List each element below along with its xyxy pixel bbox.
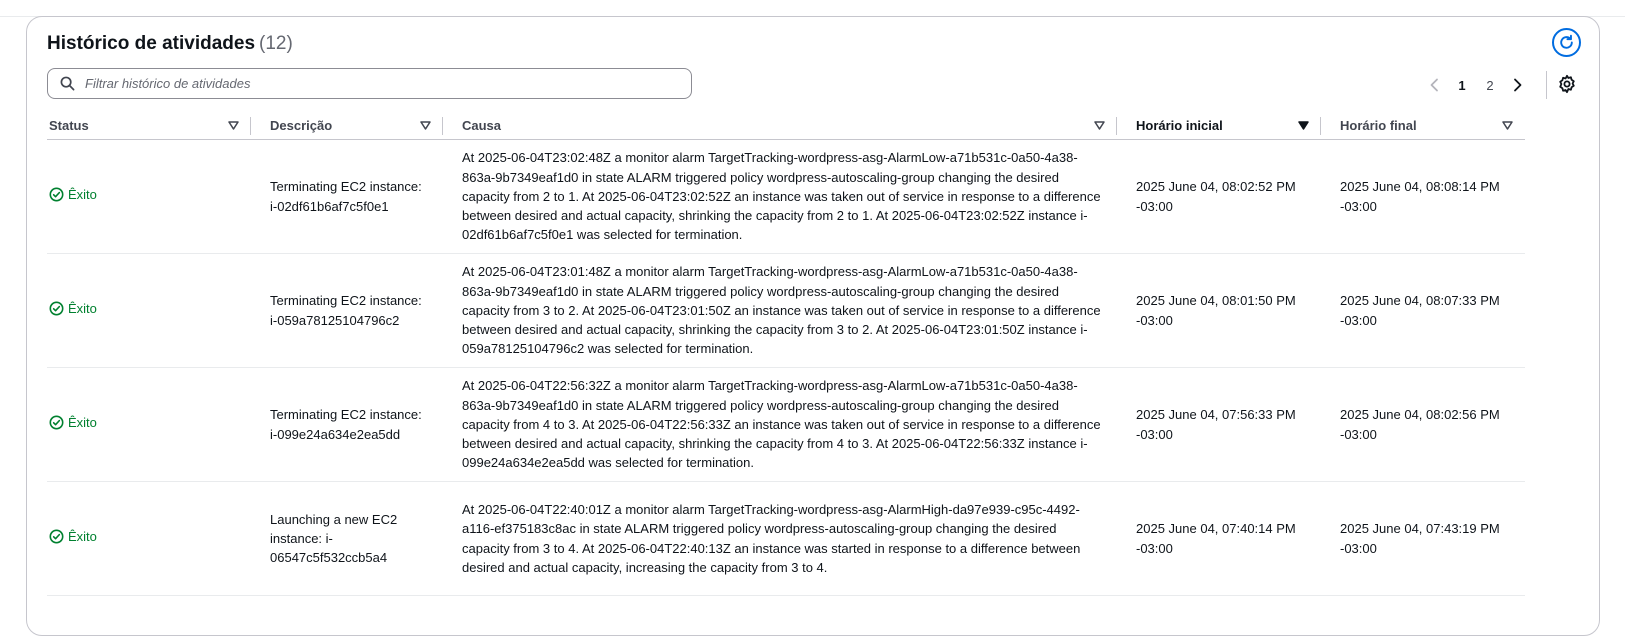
description-cell: Terminating EC2 instance: i-099e24a634e2…	[251, 367, 443, 482]
table-settings-button[interactable]	[1557, 74, 1577, 94]
status-badge: Êxito	[49, 299, 97, 318]
search-field[interactable]	[47, 68, 692, 99]
table-row: Êxito Terminating EC2 instance: i-099e24…	[47, 367, 1525, 482]
column-header-cause-label: Causa	[462, 117, 502, 133]
start-time-cell: 2025 June 04, 08:02:52 PM -03:00	[1117, 139, 1321, 254]
gear-icon	[1559, 74, 1575, 94]
status-badge: Êxito	[49, 413, 97, 432]
refresh-button[interactable]	[1552, 28, 1581, 57]
table-row: Êxito Launching a new EC2 instance: i-06…	[47, 481, 1525, 596]
table-row: Êxito Terminating EC2 instance: i-059a78…	[47, 253, 1525, 368]
check-circle-icon	[49, 301, 64, 316]
end-time-cell: 2025 June 04, 08:02:56 PM -03:00	[1321, 367, 1525, 482]
sort-descending-icon[interactable]	[1298, 120, 1309, 130]
activity-table: Status Descrição Causa Horário inicial	[47, 111, 1525, 596]
pagination-divider	[1546, 71, 1547, 99]
status-cell: Êxito	[47, 139, 251, 254]
activity-history-panel: Histórico de atividades(12) 1 2	[26, 16, 1600, 636]
panel-title-text: Histórico de atividades	[47, 33, 256, 54]
start-time-cell: 2025 June 04, 07:56:33 PM -03:00	[1117, 367, 1321, 482]
end-time-cell: 2025 June 04, 08:08:14 PM -03:00	[1321, 139, 1525, 254]
start-time-cell: 2025 June 04, 08:01:50 PM -03:00	[1117, 253, 1321, 368]
chevron-right-icon	[1514, 78, 1522, 92]
column-header-cause[interactable]: Causa	[443, 111, 1117, 140]
panel-title-count: (12)	[259, 33, 293, 54]
column-header-start-time-label: Horário inicial	[1136, 117, 1223, 133]
status-text: Êxito	[68, 529, 97, 545]
column-divider[interactable]	[1116, 117, 1117, 135]
previous-page-button[interactable]	[1423, 78, 1445, 92]
refresh-icon	[1560, 34, 1573, 49]
check-circle-icon	[49, 187, 64, 202]
status-cell: Êxito	[47, 367, 251, 482]
search-input[interactable]	[83, 75, 647, 92]
column-header-description-label: Descrição	[270, 117, 333, 133]
pagination: 1 2	[1423, 73, 1529, 97]
status-text: Êxito	[68, 187, 97, 203]
column-header-description[interactable]: Descrição	[251, 111, 443, 140]
cause-cell: At 2025-06-04T22:40:01Z a monitor alarm …	[443, 481, 1117, 596]
description-cell: Terminating EC2 instance: i-059a78125104…	[251, 253, 443, 368]
cause-cell: At 2025-06-04T23:02:48Z a monitor alarm …	[443, 139, 1117, 254]
column-divider[interactable]	[1320, 117, 1321, 135]
panel-title: Histórico de atividades (12)	[47, 33, 293, 55]
page-2-button[interactable]: 2	[1486, 77, 1494, 93]
page-1-button[interactable]: 1	[1458, 77, 1466, 93]
start-time-cell: 2025 June 04, 07:40:14 PM -03:00	[1117, 481, 1321, 596]
end-time-cell: 2025 June 04, 07:43:19 PM -03:00	[1321, 481, 1525, 596]
filter-triangle-icon[interactable]	[420, 120, 431, 130]
end-time-cell: 2025 June 04, 08:07:33 PM -03:00	[1321, 253, 1525, 368]
column-header-end-time[interactable]: Horário final	[1321, 111, 1525, 140]
status-text: Êxito	[68, 301, 97, 317]
status-badge: Êxito	[49, 185, 97, 204]
check-circle-icon	[49, 415, 64, 430]
column-divider[interactable]	[442, 117, 443, 135]
chevron-left-icon	[1430, 78, 1438, 92]
column-header-end-time-label: Horário final	[1340, 117, 1417, 133]
filter-triangle-icon[interactable]	[228, 120, 239, 130]
next-page-button[interactable]	[1507, 78, 1529, 92]
status-text: Êxito	[68, 415, 97, 431]
status-badge: Êxito	[49, 527, 97, 546]
check-circle-icon	[49, 529, 64, 544]
column-header-status-label: Status	[49, 117, 89, 133]
column-divider[interactable]	[250, 117, 251, 135]
table-header-row: Status Descrição Causa Horário inicial	[47, 111, 1525, 140]
description-cell: Terminating EC2 instance: i-02df61b6af7c…	[251, 139, 443, 254]
column-header-start-time[interactable]: Horário inicial	[1117, 111, 1321, 140]
cause-cell: At 2025-06-04T22:56:32Z a monitor alarm …	[443, 367, 1117, 482]
cause-cell: At 2025-06-04T23:01:48Z a monitor alarm …	[443, 253, 1117, 368]
search-icon	[60, 76, 75, 91]
column-header-status[interactable]: Status	[47, 111, 251, 140]
description-cell: Launching a new EC2 instance: i-06547c5f…	[251, 481, 443, 596]
status-cell: Êxito	[47, 481, 251, 596]
filter-triangle-icon[interactable]	[1094, 120, 1105, 130]
table-row: Êxito Terminating EC2 instance: i-02df61…	[47, 139, 1525, 254]
status-cell: Êxito	[47, 253, 251, 368]
filter-triangle-icon[interactable]	[1502, 120, 1513, 130]
